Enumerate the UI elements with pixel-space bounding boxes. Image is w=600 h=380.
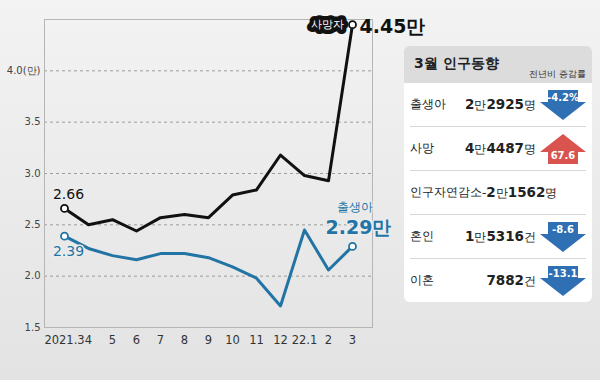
svg-text:7: 7 <box>157 333 164 347</box>
html-text:인구자연감소- 2만1562명: 인구자연감소- 2만1562명 <box>410 183 558 200</box>
svg-text:3.0: 3.0 <box>25 168 41 179</box>
svg-text:-8.6: -8.6 <box>552 224 574 235</box>
svg-text:8: 8 <box>181 333 188 347</box>
html-text:2만2925명: 2만2925명 <box>465 95 536 112</box>
svg-text:9: 9 <box>205 333 212 347</box>
html-text:이혼: 이혼 <box>410 273 434 287</box>
svg-text:3.5: 3.5 <box>25 116 41 127</box>
svg-text:4: 4 <box>85 333 92 347</box>
html-text:7882건: 7882건 <box>486 271 536 288</box>
svg-text:2.39: 2.39 <box>53 243 84 259</box>
svg-text:2.5: 2.5 <box>25 219 41 230</box>
svg-text:출생아: 출생아 <box>337 200 373 214</box>
svg-text:2.66: 2.66 <box>53 186 84 202</box>
svg-text:2.29만: 2.29만 <box>326 216 392 238</box>
html-text:출생아: 출생아 <box>410 97 446 111</box>
html-text:전년비 증감률: 전년비 증감률 <box>529 69 586 79</box>
svg-text:2: 2 <box>325 333 332 347</box>
svg-text:10: 10 <box>225 333 240 347</box>
svg-text:22.1: 22.1 <box>292 333 318 347</box>
svg-text:사망자: 사망자 <box>311 18 344 31</box>
svg-text:-13.1: -13.1 <box>549 268 578 279</box>
svg-text:1.5: 1.5 <box>25 322 41 333</box>
svg-text:12: 12 <box>273 333 288 347</box>
html-text:4만4487명: 4만4487명 <box>465 139 536 156</box>
html-text:사망: 사망 <box>410 141 434 155</box>
svg-text:2.0: 2.0 <box>25 270 41 281</box>
svg-text:67.6: 67.6 <box>551 150 576 161</box>
svg-text:2021.3: 2021.3 <box>44 333 84 347</box>
svg-text:4.0(만): 4.0(만) <box>7 65 41 76</box>
html-text:1만5316건: 1만5316건 <box>465 227 536 244</box>
svg-text:11: 11 <box>249 333 264 347</box>
html-text:혼인: 혼인 <box>410 229 434 243</box>
svg-text:4.45만: 4.45만 <box>360 15 426 37</box>
svg-text:-4.2%: -4.2% <box>547 92 579 103</box>
svg-text:5: 5 <box>109 333 116 347</box>
svg-text:6: 6 <box>133 333 140 347</box>
html-text:3월 인구동향: 3월 인구동향 <box>414 55 499 71</box>
svg-text:3: 3 <box>349 333 356 347</box>
